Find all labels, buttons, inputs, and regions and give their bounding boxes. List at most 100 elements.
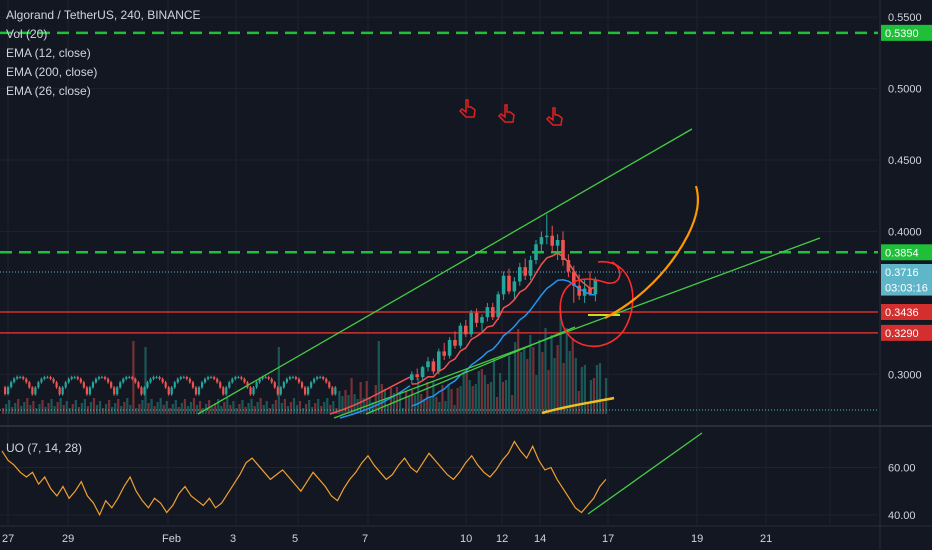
indicator-ema200[interactable]: EMA (200, close) <box>6 65 98 79</box>
candle-body <box>13 378 16 382</box>
candle-body <box>258 378 261 383</box>
candle-body <box>237 377 240 379</box>
candle-body <box>55 382 58 388</box>
price-label: 0.5390 <box>885 28 919 40</box>
volume-bar <box>232 401 235 414</box>
lower-trendline <box>333 237 821 419</box>
volume-bar <box>517 329 520 414</box>
volume-bar <box>283 399 286 414</box>
volume-bar <box>477 371 480 414</box>
volume-bar <box>150 399 153 414</box>
volume-bar <box>380 384 383 414</box>
volume-bar <box>347 395 350 414</box>
candle-body <box>572 271 576 286</box>
candle-body <box>34 387 37 395</box>
volume-bar <box>289 402 293 414</box>
volume-bar <box>35 408 38 414</box>
volume-bar <box>580 367 583 414</box>
volume-bar <box>211 407 214 414</box>
candle-body <box>46 377 49 379</box>
candle-body <box>334 387 337 395</box>
volume-bar <box>108 400 111 414</box>
volume-bar <box>138 404 141 414</box>
ema26-line <box>411 279 596 407</box>
hand-pointer-icon <box>545 107 563 126</box>
volume-bar <box>80 403 83 414</box>
candle-body <box>37 382 40 388</box>
volume-bar <box>504 380 508 414</box>
volume-bar <box>556 345 559 414</box>
ema12-line <box>411 252 596 385</box>
volume-bar <box>298 401 302 414</box>
upper-trendline <box>197 128 693 415</box>
volume-bar <box>95 405 99 414</box>
volume-bar <box>592 378 596 414</box>
indicator-ema26[interactable]: EMA (26, close) <box>6 84 91 98</box>
volume-bar <box>353 394 356 414</box>
volume-bar <box>356 399 359 414</box>
volume-bar <box>562 363 565 414</box>
price-label-bg <box>881 279 932 296</box>
volume-bar <box>586 404 589 414</box>
candle-body <box>116 387 119 395</box>
uo-tick-label: 40.00 <box>888 510 916 522</box>
candle-body <box>103 377 107 379</box>
volume-bar <box>308 400 311 414</box>
candle-body <box>437 351 441 372</box>
time-tick-label: Feb <box>162 533 181 545</box>
volume-bar <box>223 402 226 414</box>
price-tick-label: 0.4500 <box>888 155 922 167</box>
candle-body <box>179 377 182 379</box>
candle-body <box>588 288 592 295</box>
candle-body <box>97 377 101 379</box>
candle-body <box>328 382 331 388</box>
uo-indicator-label[interactable]: UO (7, 14, 28) <box>6 441 83 455</box>
candle-body <box>40 378 43 383</box>
candle-body <box>285 378 288 383</box>
ema26-line-early <box>339 385 411 419</box>
time-tick-label: 21 <box>760 533 772 545</box>
price-label: 0.3854 <box>885 247 919 259</box>
candle-body <box>146 382 149 388</box>
candle-body <box>297 378 301 383</box>
volume-bar <box>508 356 511 414</box>
volume-bar <box>47 403 50 414</box>
candle-body <box>273 382 276 388</box>
candle-body <box>210 377 213 379</box>
candle-body <box>310 382 313 388</box>
candle-body <box>410 374 414 380</box>
volume-bar <box>174 400 177 414</box>
volume-bar <box>147 403 150 414</box>
volume-bar <box>483 375 486 414</box>
volume-bar <box>323 402 326 414</box>
volume-bar <box>538 340 541 414</box>
volume-bar <box>259 398 262 414</box>
volume-bar <box>368 397 371 414</box>
price-label: 03:03:16 <box>885 283 928 295</box>
volume-bar <box>408 396 411 414</box>
candle-body <box>107 378 110 383</box>
candle-body <box>4 387 7 394</box>
orange-volume-mark <box>541 396 615 415</box>
volume-bar <box>141 400 144 414</box>
volume-bar <box>214 403 217 414</box>
volume-bar <box>135 408 138 414</box>
candle-body <box>176 378 179 383</box>
volume-bar <box>229 405 232 414</box>
volume-bar <box>156 402 159 414</box>
indicator-volume[interactable]: Vol (20) <box>6 27 48 41</box>
candle-body <box>534 244 538 260</box>
candle-body <box>70 377 73 379</box>
indicator-ema12[interactable]: EMA (12, close) <box>6 46 91 60</box>
volume-bar <box>277 347 280 414</box>
volume-bar <box>165 401 168 414</box>
candle-body <box>125 377 128 379</box>
candle-body <box>528 260 533 276</box>
candle-body <box>267 377 270 379</box>
candle-body <box>200 382 204 388</box>
volume-bar <box>238 404 241 414</box>
volume-bar <box>89 402 93 414</box>
candle-body <box>255 382 258 388</box>
candle-body <box>143 387 146 395</box>
